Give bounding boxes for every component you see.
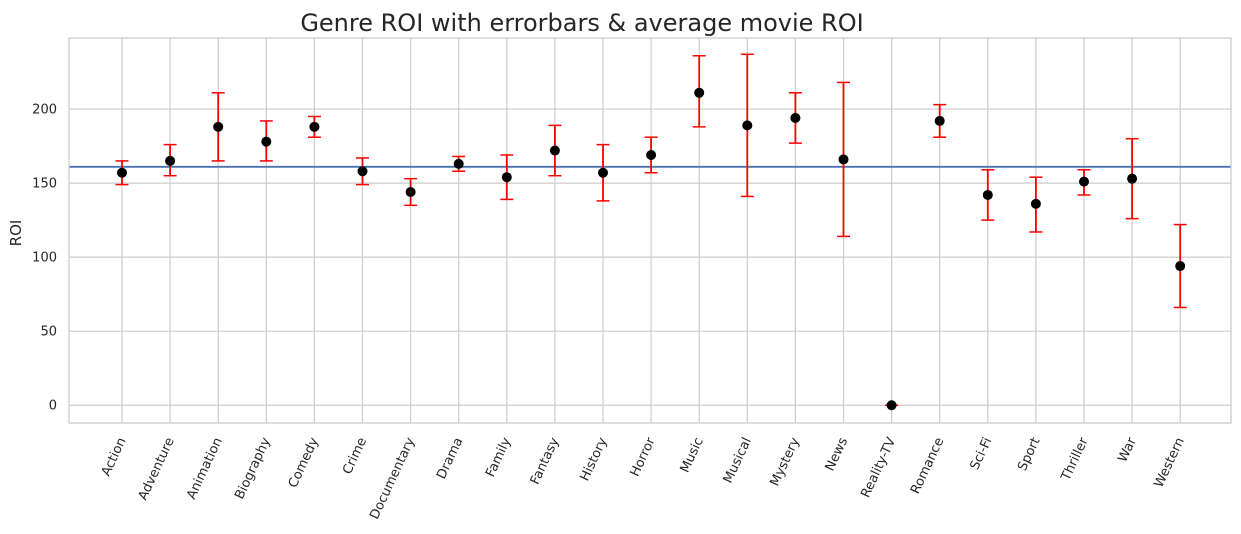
axes-frame [68, 37, 1232, 424]
data-point [357, 166, 368, 177]
data-point [1175, 261, 1186, 272]
data-point [790, 112, 801, 123]
data-point [117, 167, 127, 178]
data-point [261, 136, 272, 147]
x-tick-label: Family [483, 435, 514, 480]
data-point [213, 121, 224, 132]
data-point [1030, 198, 1041, 209]
data-point [598, 167, 608, 178]
data-point [309, 121, 320, 132]
x-tick-label: Horror [628, 435, 659, 479]
x-tick-label: Fantasy [528, 435, 563, 487]
x-tick-label: Biography [232, 435, 274, 502]
data-point [934, 115, 945, 126]
x-tick-label: War [1115, 435, 1140, 465]
data-point [694, 87, 705, 98]
data-point [742, 120, 753, 131]
x-tick-label: Romance [908, 435, 947, 496]
data-point [1079, 176, 1089, 187]
x-tick-label: Thriller [1058, 435, 1092, 484]
x-tick-label: Drama [434, 435, 466, 481]
x-tick-label: Sport [1015, 435, 1043, 473]
data-point [646, 149, 657, 160]
data-point [838, 154, 849, 165]
x-tick-label: Reality-TV [858, 435, 899, 500]
chart-title: Genre ROI with errorbars & average movie… [300, 9, 863, 37]
data-point [1127, 173, 1138, 184]
x-tick-label: Adventure [136, 435, 178, 502]
data-points [117, 87, 1186, 411]
data-point [453, 158, 464, 169]
y-tick-labels: 0 50 100 150 200 [32, 103, 57, 414]
x-tick-label: Documentary [367, 435, 418, 522]
y-tick-label: 200 [32, 103, 57, 118]
x-tick-label: Music [678, 435, 707, 475]
y-tick-label: 100 [32, 251, 57, 266]
x-tick-label: Sci-Fi [968, 435, 996, 472]
y-tick-label: 150 [32, 177, 57, 192]
x-tick-label: News [823, 435, 852, 473]
x-tick-label: Mystery [768, 435, 804, 489]
x-tick-label: Comedy [286, 435, 322, 490]
data-point [886, 400, 897, 411]
x-tick-label: Animation [184, 435, 226, 501]
data-point [982, 189, 993, 200]
x-tick-label: Action [99, 435, 130, 478]
y-tick-label: 0 [49, 399, 57, 414]
data-point [165, 155, 176, 166]
x-tick-label: Musical [721, 435, 755, 485]
data-point [501, 172, 512, 183]
data-point [549, 145, 560, 156]
x-tick-label: Western [1152, 435, 1188, 490]
x-tick-label: History [577, 435, 610, 484]
x-tick-labels: Action Adventure Animation Biography Comedy C… [99, 435, 1188, 522]
data-point [405, 187, 416, 197]
grid [69, 38, 1231, 423]
y-tick-label: 50 [40, 325, 57, 340]
x-tick-label: Crime [340, 435, 370, 476]
y-axis-label: ROI [7, 220, 25, 247]
